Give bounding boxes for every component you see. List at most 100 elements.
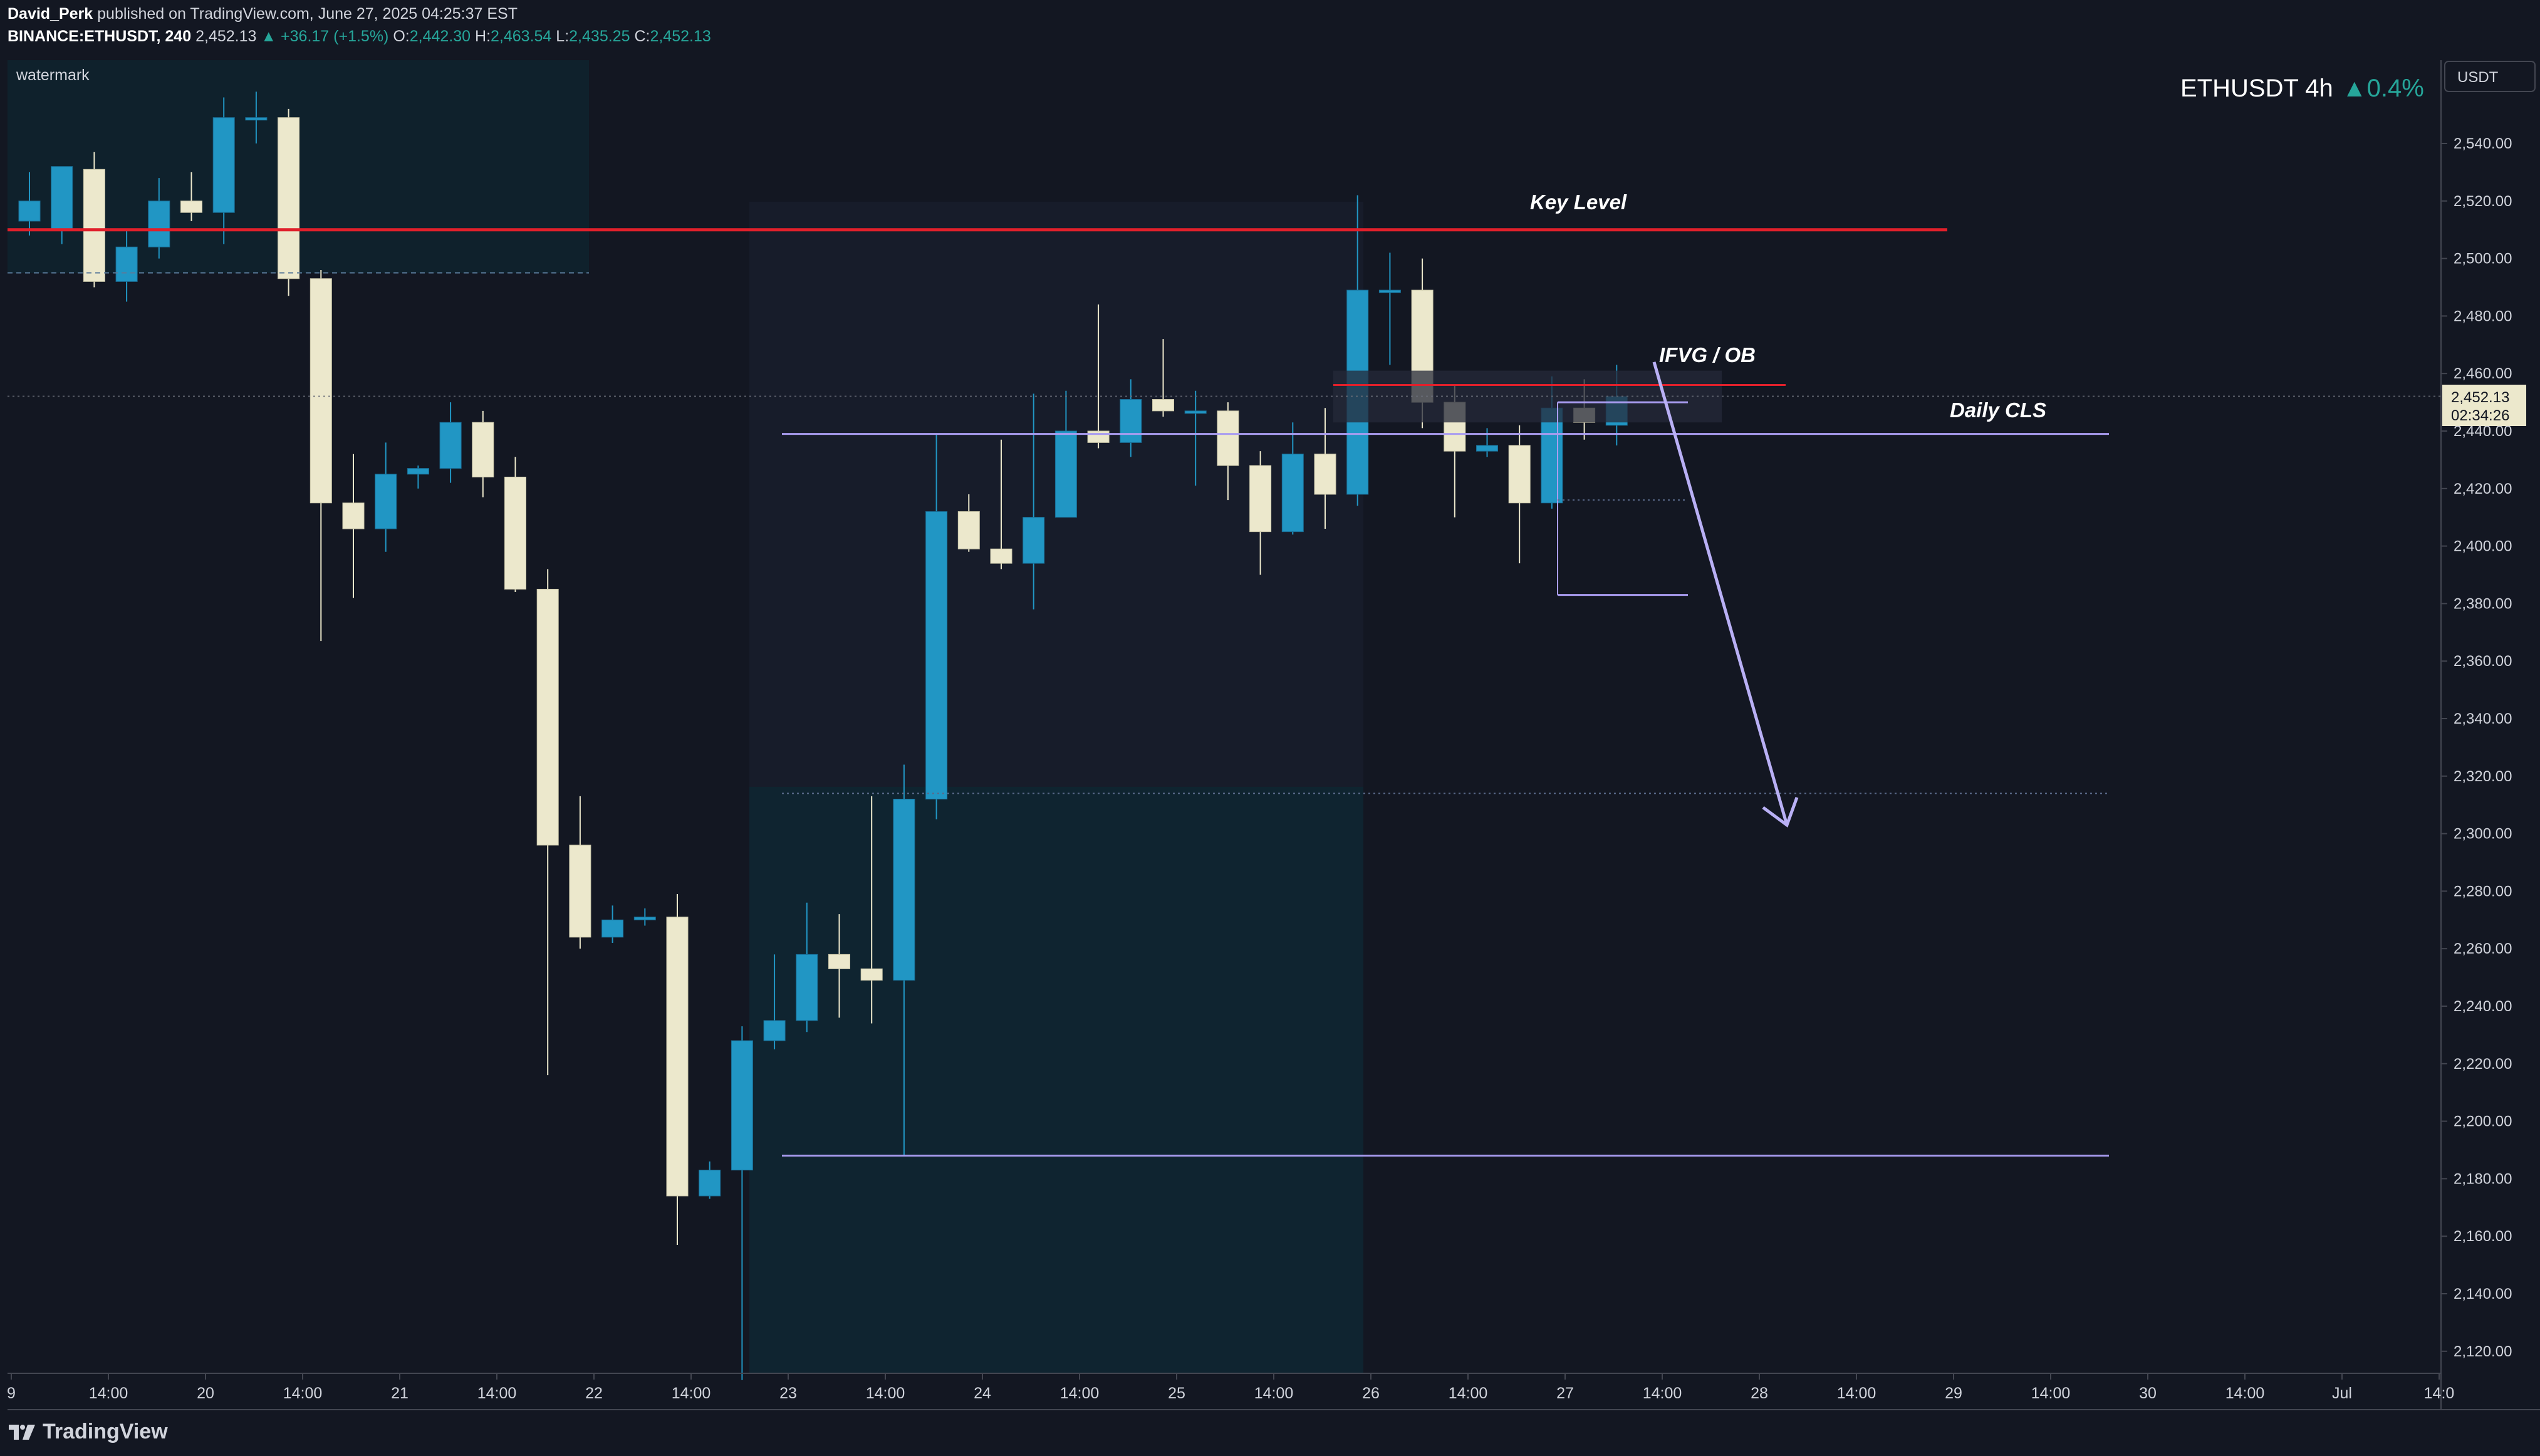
time-tick-label: 25 — [1168, 1385, 1185, 1402]
time-tick-label: 27 — [1556, 1385, 1574, 1402]
price-tick-label: 2,220.00 — [2454, 1056, 2512, 1073]
price-scale[interactable] — [2441, 60, 2540, 1411]
candle-body — [115, 246, 138, 282]
candle-body — [925, 511, 948, 800]
candle-body — [796, 954, 818, 1021]
key-level-label[interactable]: Key Level — [1530, 190, 1627, 214]
price-tick-label: 2,500.00 — [2454, 251, 2512, 268]
projection-arrow-head — [1762, 796, 1799, 828]
high-label: H: — [475, 28, 491, 45]
candle-body — [1184, 410, 1207, 414]
candle-body — [407, 468, 429, 475]
ifvg-ob-label[interactable]: IFVG / OB — [1659, 343, 1756, 367]
projection-arrow-line — [1652, 361, 1789, 826]
candle-body — [439, 422, 462, 469]
price-tick-label: 2,400.00 — [2454, 538, 2512, 555]
candle-body — [245, 117, 268, 121]
time-tick-label: 24 — [974, 1385, 991, 1402]
publish-info: David_Perk published on TradingView.com,… — [8, 6, 518, 22]
price-tick-label: 2,120.00 — [2454, 1343, 2512, 1360]
price-tick-label: 2,320.00 — [2454, 768, 2512, 785]
candle-body — [212, 117, 235, 213]
time-tick-label: 14:00 — [1449, 1385, 1488, 1402]
candle-body — [375, 474, 397, 529]
close-label: C: — [634, 28, 650, 45]
time-tick-label: 9 — [7, 1385, 16, 1402]
candle-body — [1508, 445, 1531, 504]
price-tick-label: 2,240.00 — [2454, 998, 2512, 1015]
candle-body — [763, 1020, 786, 1041]
countdown-label: 02:34:26 — [2451, 407, 2509, 424]
currency-button[interactable] — [2444, 61, 2536, 92]
time-tick-label: Jul — [2332, 1385, 2352, 1402]
tradingview-logo-text: TradingView — [43, 1420, 168, 1443]
candle-body — [1120, 399, 1142, 443]
candle-body — [536, 588, 559, 846]
symbol-info: BINANCE:ETHUSDT, 240 2,452.13 ▲ +36.17 (… — [8, 29, 711, 44]
candle-body — [893, 799, 915, 981]
time-tick-label: 14:00 — [1254, 1385, 1294, 1402]
time-tick-label: 14:00 — [477, 1385, 517, 1402]
legend-change: ▲0.4% — [2342, 75, 2424, 102]
author-name[interactable]: David_Perk — [8, 5, 93, 23]
price-tick-label: 2,380.00 — [2454, 595, 2512, 612]
time-tick-label: 14:00 — [283, 1385, 323, 1402]
range-zone-lower — [749, 787, 1363, 1373]
price-tick-label: 2,140.00 — [2454, 1286, 2512, 1303]
price-tick-label: 2,540.00 — [2454, 135, 2512, 152]
candle-body — [633, 917, 656, 920]
candle-body — [1152, 399, 1174, 412]
price-tick-label: 2,280.00 — [2454, 883, 2512, 900]
candle-body — [148, 200, 170, 247]
time-tick-label: 26 — [1362, 1385, 1380, 1402]
candle-body — [990, 548, 1012, 564]
time-tick-label: 23 — [779, 1385, 797, 1402]
high-value: 2,463.54 — [491, 28, 552, 45]
price-tick-label: 2,260.00 — [2454, 940, 2512, 957]
candle-body — [1249, 465, 1272, 533]
time-tick-label: 14:00 — [2031, 1385, 2071, 1402]
candle-body — [83, 169, 105, 282]
candle-body — [666, 917, 689, 1197]
time-tick-label: 28 — [1751, 1385, 1768, 1402]
candle-body — [342, 502, 365, 529]
price-tick-label: 2,520.00 — [2454, 193, 2512, 210]
price-tick-label: 2,160.00 — [2454, 1228, 2512, 1245]
tradingview-logo[interactable]: TradingView — [9, 1420, 168, 1444]
open-value: 2,442.30 — [409, 28, 471, 45]
price-tick-label: 2,180.00 — [2454, 1170, 2512, 1187]
watermark-label: watermark — [16, 66, 90, 84]
last-price: 2,452.13 — [195, 28, 257, 45]
candle-body — [860, 968, 883, 981]
price-tick-label: 2,460.00 — [2454, 365, 2512, 382]
candle-body — [569, 845, 591, 938]
time-ticks-group[interactable]: 9 14:00 20 14:00 21 14:00 22 14:00 23 14:00 24 14:0… — [7, 1373, 2454, 1402]
chart-header: David_Perk published on TradingView.com,… — [0, 0, 2540, 60]
time-tick-label: 20 — [197, 1385, 214, 1402]
low-label: L: — [556, 28, 570, 45]
time-tick-label: 14:00 — [1837, 1385, 1876, 1402]
candle-body — [1541, 407, 1563, 504]
time-tick-label: 21 — [391, 1385, 409, 1402]
footer — [0, 1411, 2540, 1456]
candle-body — [180, 200, 202, 213]
candle-body — [51, 166, 73, 231]
candle-body — [1054, 430, 1077, 518]
currency-label: USDT — [2457, 69, 2499, 86]
open-label: O: — [393, 28, 410, 45]
time-tick-label: 14:00 — [866, 1385, 905, 1402]
candle-body — [1087, 430, 1110, 443]
time-tick-label: 14:00 — [2225, 1385, 2265, 1402]
legend-title: ETHUSDT 4h — [2180, 75, 2333, 102]
time-tick-label: 14:00 — [1643, 1385, 1682, 1402]
candle-body — [1314, 454, 1336, 495]
daily-cls-label[interactable]: Daily CLS — [1950, 398, 2046, 422]
candle-body — [957, 511, 980, 549]
time-tick-label: 29 — [1945, 1385, 1962, 1402]
candle-body — [699, 1170, 721, 1197]
candle-body — [18, 200, 41, 222]
candle-body — [278, 117, 300, 279]
time-tick-label: 14:00 — [89, 1385, 128, 1402]
symbol-label[interactable]: BINANCE:ETHUSDT, 240 — [8, 28, 192, 45]
